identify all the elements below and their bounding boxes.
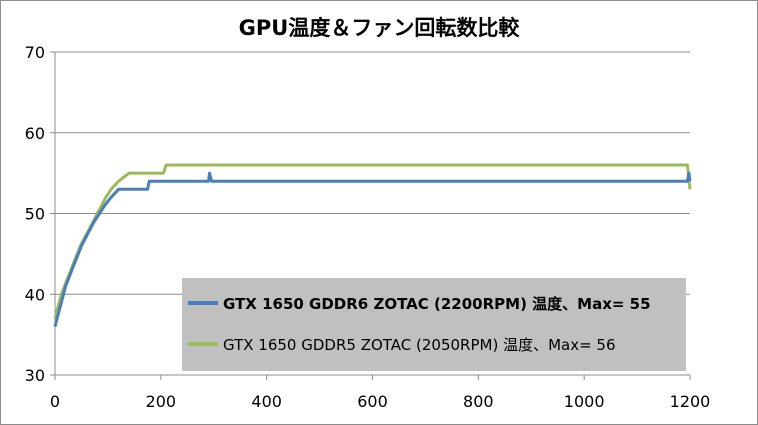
y-tick-label: 50 [25,205,45,224]
x-tick-label: 400 [251,392,282,411]
legend: GTX 1650 GDDR6 ZOTAC (2200RPM) 温度、Max= 5… [182,278,686,371]
legend-swatch-gddr6 [188,301,218,305]
y-tick-label: 30 [25,366,45,385]
legend-swatch-gddr5 [188,342,218,346]
x-tick-label: 800 [463,392,494,411]
y-tick-label: 60 [25,124,45,143]
tick-labels: 30 40 50 60 70 0 200 400 600 800 1000 1200 [25,43,711,411]
y-tick-label: 40 [25,285,45,304]
chart-title: GPU温度＆ファン回転数比較 [238,16,520,40]
legend-label-gddr5: GTX 1650 GDDR5 ZOTAC (2050RPM) 温度、Max= 5… [223,335,616,354]
series-line-gddr6 [53,171,692,327]
legend-label-gddr6: GTX 1650 GDDR6 ZOTAC (2200RPM) 温度、Max= 5… [223,294,651,313]
y-tick-label: 70 [25,43,45,62]
legend-item-gddr5: GTX 1650 GDDR5 ZOTAC (2050RPM) 温度、Max= 5… [188,332,616,356]
x-tick-label: 0 [50,392,60,411]
x-tick-label: 1200 [670,392,711,411]
x-tick-label: 600 [357,392,388,411]
series-lines [53,163,692,327]
x-tick-label: 200 [146,392,177,411]
legend-item-gddr6: GTX 1650 GDDR6 ZOTAC (2200RPM) 温度、Max= 5… [188,291,651,315]
x-tick-label: 1000 [564,392,605,411]
